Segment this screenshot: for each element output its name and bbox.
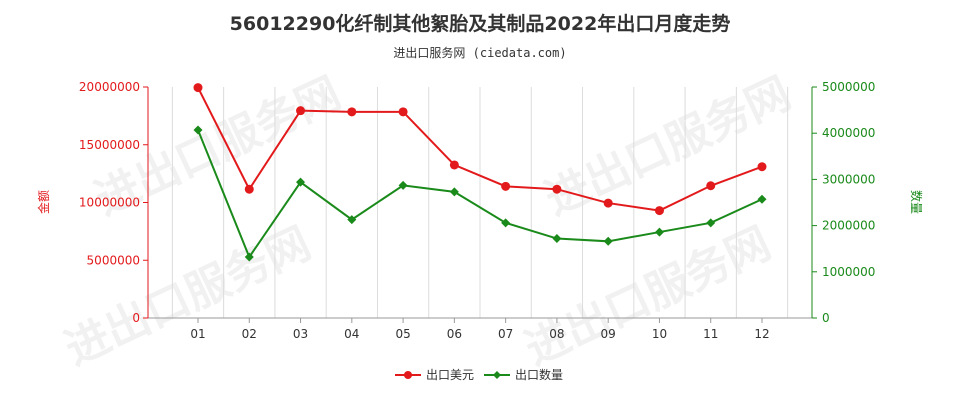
data-point-usd — [501, 181, 511, 191]
data-point-usd — [347, 107, 357, 117]
data-point-quantity — [244, 252, 254, 262]
x-tick-label: 02 — [242, 327, 257, 341]
x-tick-label: 07 — [498, 327, 513, 341]
series-quantity — [193, 125, 767, 262]
y-left-tick-label: 10000000 — [79, 196, 140, 210]
chart-title: 56012290化纤制其他絮胎及其制品2022年出口月度走势 — [230, 12, 731, 35]
series-line-quantity — [197, 129, 763, 260]
y-left-tick-label: 15000000 — [79, 138, 140, 152]
data-point-quantity — [193, 125, 203, 135]
legend-item-quantity[interactable]: 出口数量 — [484, 367, 563, 382]
legend-item-usd[interactable]: 出口美元 — [395, 368, 474, 382]
legend-label: 出口数量 — [515, 367, 563, 382]
data-point-usd — [654, 206, 664, 216]
data-point-usd — [449, 160, 459, 170]
x-tick-label: 12 — [754, 327, 769, 341]
svg-text:进出口服务网: 进出口服务网 — [58, 218, 319, 376]
y-left-tick-label: 0 — [132, 311, 140, 325]
y-right-tick-label: 2000000 — [822, 219, 875, 233]
legend[interactable]: 出口美元 出口数量 — [395, 367, 563, 382]
data-point-quantity — [398, 180, 408, 190]
svg-text:进出口服务网: 进出口服务网 — [538, 68, 799, 226]
data-point-usd — [552, 184, 562, 194]
data-point-usd — [398, 107, 408, 117]
y-left-tick-label: 20000000 — [79, 80, 140, 94]
watermark: 进出口服务网 进出口服务网 进出口服务网 进出口服务网 — [58, 68, 799, 376]
y-right-axis-title: 数量 — [909, 190, 924, 214]
data-point-quantity — [654, 227, 664, 237]
data-point-usd — [193, 83, 203, 93]
x-tick-label: 04 — [344, 327, 359, 341]
grid — [171, 87, 789, 318]
axes: 01 02 03 04 05 06 07 08 09 10 11 120500000010000000… — [79, 80, 876, 341]
data-point-quantity — [449, 187, 459, 197]
data-point-quantity — [757, 194, 767, 204]
x-tick-label: 10 — [652, 327, 667, 341]
data-point-quantity — [296, 177, 306, 187]
data-point-usd — [603, 198, 613, 208]
data-point-quantity — [603, 236, 613, 246]
data-point-usd — [244, 184, 254, 194]
data-point-quantity — [501, 218, 511, 228]
legend-marker — [404, 371, 412, 379]
y-left-axis-title: 金额 — [36, 190, 51, 214]
y-right-tick-label: 1000000 — [822, 265, 875, 279]
x-tick-label: 05 — [395, 327, 410, 341]
x-tick-label: 03 — [293, 327, 308, 341]
data-point-quantity — [347, 215, 357, 225]
data-point-usd — [757, 162, 767, 172]
y-right-tick-label: 5000000 — [822, 80, 875, 94]
series-line-usd — [197, 87, 763, 212]
chart-subtitle: 进出口服务网 (ciedata.com) — [393, 45, 566, 60]
x-tick-label: 09 — [601, 327, 616, 341]
y-right-tick-label: 3000000 — [822, 172, 875, 186]
y-right-tick-label: 4000000 — [822, 126, 875, 140]
x-tick-label: 06 — [447, 327, 462, 341]
legend-marker — [493, 371, 501, 379]
x-tick-label: 01 — [190, 327, 205, 341]
data-point-usd — [706, 181, 716, 191]
data-point-quantity — [552, 234, 562, 244]
series-layer — [193, 83, 767, 262]
y-right-tick-label: 0 — [822, 311, 830, 325]
y-left-tick-label: 5000000 — [87, 253, 140, 267]
data-point-usd — [296, 106, 306, 116]
x-tick-label: 11 — [703, 327, 718, 341]
data-point-quantity — [706, 218, 716, 228]
series-usd — [193, 83, 767, 216]
x-tick-label: 08 — [549, 327, 564, 341]
legend-label: 出口美元 — [426, 368, 474, 382]
